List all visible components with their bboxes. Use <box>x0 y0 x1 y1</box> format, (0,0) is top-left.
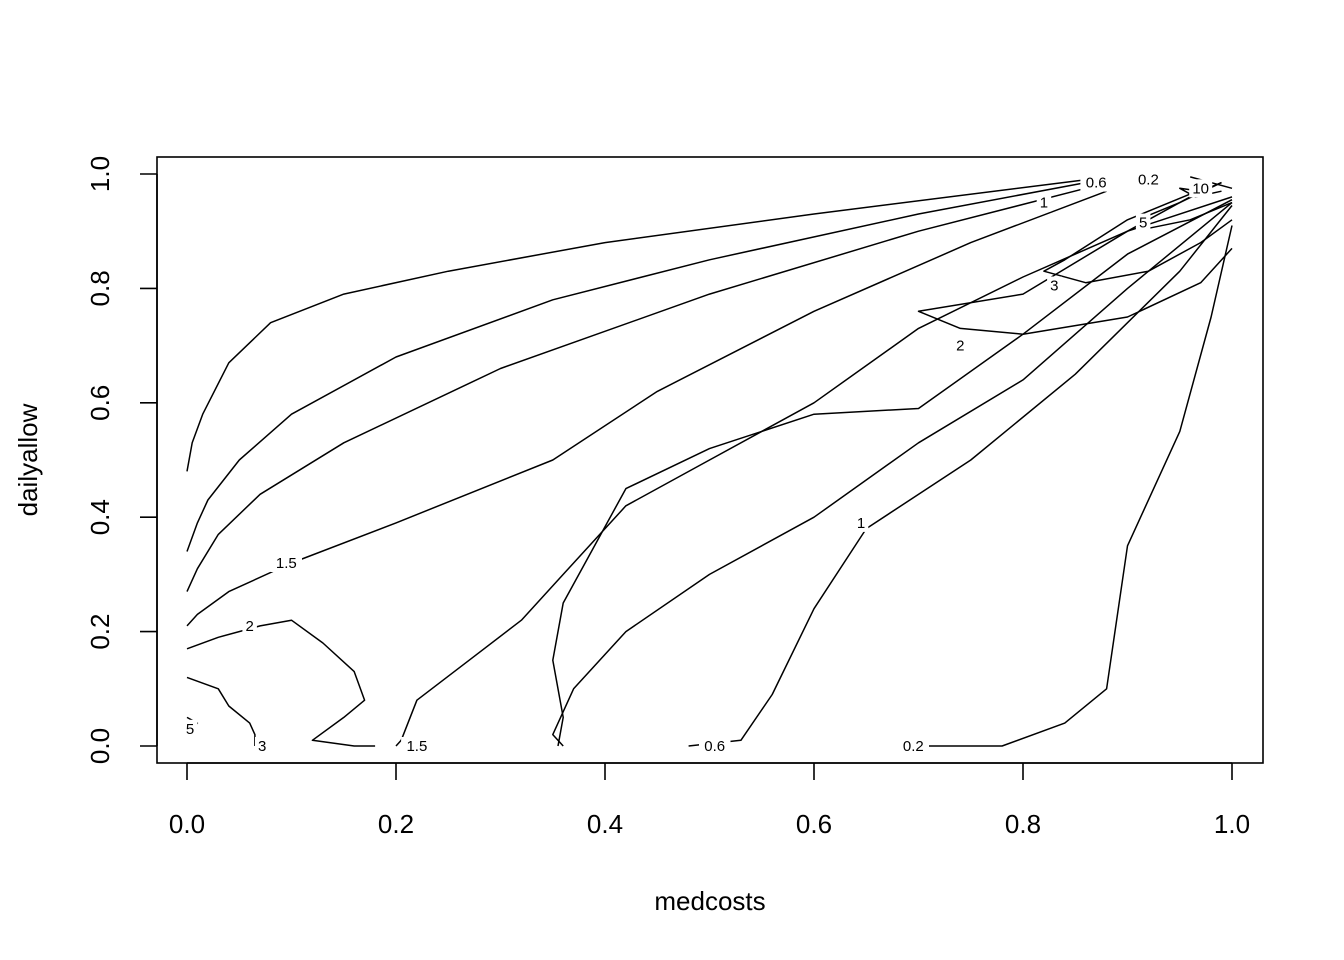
contour-line-0_6-8 <box>688 205 1233 747</box>
contour-label-5: 3 <box>1050 278 1058 295</box>
contour-label-bg-10 <box>182 719 198 738</box>
contour-line-0_2-0 <box>186 178 1086 472</box>
contour-line-2-10 <box>186 619 376 747</box>
contour-line-1-6 <box>552 199 1233 747</box>
contour-label-1: 0.6 <box>1086 175 1107 192</box>
contour-label-bg-0 <box>1132 170 1165 189</box>
contour-line-0_2-9 <box>897 225 1233 747</box>
contour-label-12: 1.5 <box>406 738 427 755</box>
contour-label-bg-14 <box>897 737 929 755</box>
contour-line-3-11 <box>186 676 256 746</box>
contour-label-10: 5 <box>186 721 194 738</box>
contour-line-2-13 <box>917 184 1233 335</box>
contour-line-1-7 <box>552 202 1233 747</box>
x-tick-label-2: 0.4 <box>587 809 623 839</box>
contour-label-bg-13 <box>699 737 731 755</box>
contour-label-2: 1 <box>1040 195 1048 212</box>
contour-label-14: 0.2 <box>903 738 924 755</box>
contour-label-6: 2 <box>956 338 964 355</box>
contour-label-bg-5 <box>1047 276 1062 295</box>
x-axis: 0.0 0.2 0.4 0.6 0.8 1.0 <box>169 762 1250 839</box>
contour-label-9: 2 <box>246 618 254 635</box>
y-tick-label-2: 0.4 <box>85 499 115 535</box>
contour-label-bg-12 <box>401 737 433 755</box>
y-tick-label-4: 0.8 <box>85 270 115 306</box>
y-tick-label-5: 1.0 <box>85 156 115 192</box>
x-tick-label-0: 0.0 <box>169 809 205 839</box>
y-axis-label: dailyallow <box>13 403 43 516</box>
contour-label-bg-1 <box>1080 173 1112 192</box>
contour-label-8: 1.5 <box>276 555 297 572</box>
contour-line-1-2 <box>186 187 1086 592</box>
contour-lines <box>186 176 1233 747</box>
contour-label-bg-3 <box>1189 179 1213 198</box>
y-axis: 0.0 0.2 0.4 0.6 0.8 1.0 <box>85 156 158 764</box>
y-tick-label-1: 0.2 <box>85 614 115 650</box>
contour-label-bg-4 <box>1135 213 1151 232</box>
contour-label-bg-11 <box>255 737 270 755</box>
contour-line-3-14 <box>1043 184 1233 284</box>
contour-label-7: 1 <box>857 515 865 532</box>
contour-label-13: 0.6 <box>704 738 725 755</box>
x-tick-label-4: 0.8 <box>1005 809 1041 839</box>
contour-label-bg-7 <box>853 513 869 532</box>
contour-label-bg-2 <box>1036 193 1052 212</box>
x-tick-label-3: 0.6 <box>796 809 832 839</box>
x-axis-label: medcosts <box>654 886 765 916</box>
y-tick-label-0: 0.0 <box>85 728 115 764</box>
x-tick-label-5: 1.0 <box>1214 809 1250 839</box>
contour-label-bg-6 <box>953 336 968 355</box>
contour-label-bg-9 <box>242 616 257 635</box>
contour-label-3: 10 <box>1192 180 1209 197</box>
x-tick-label-1: 0.2 <box>378 809 414 839</box>
contour-labels: 0.2 0.6 1 10 5 3 2 1 1.5 2 5 3 1.5 0.6 0.2 <box>182 170 1213 755</box>
contour-label-4: 5 <box>1139 215 1147 232</box>
y-tick-label-3: 0.6 <box>85 385 115 421</box>
contour-line-0_6-1 <box>186 181 1086 552</box>
contour-label-11: 3 <box>258 738 266 755</box>
contour-label-0: 0.2 <box>1138 172 1159 189</box>
contour-label-bg-8 <box>270 554 302 572</box>
contour-line-1_5-3 <box>186 190 1107 627</box>
contour-line-1-5 <box>395 196 1233 747</box>
